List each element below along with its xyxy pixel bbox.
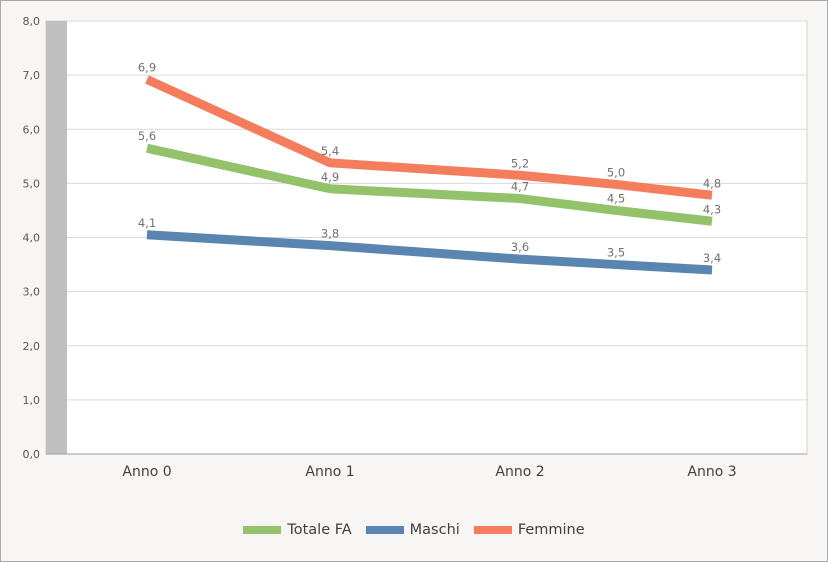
y-axis-band: [46, 21, 67, 454]
data-label: 5,6: [138, 129, 156, 143]
data-label: 3,4: [703, 251, 721, 265]
y-tick-label: 7,0: [23, 69, 41, 82]
y-tick-label: 3,0: [23, 286, 41, 299]
data-label: 4,8: [703, 176, 721, 190]
x-tick-label: Anno 0: [122, 464, 171, 480]
data-label: 6,9: [138, 60, 156, 74]
legend-item: Totale FA: [243, 522, 352, 538]
data-label: 3,6: [511, 240, 529, 254]
data-label: 3,5: [607, 246, 625, 260]
chart-legend: Totale FA Maschi Femmine: [0, 522, 828, 538]
legend-swatch: [365, 526, 404, 534]
legend-swatch: [473, 526, 512, 534]
legend-label: Maschi: [409, 522, 460, 538]
legend-label: Totale FA: [287, 522, 352, 538]
data-label: 4,3: [703, 202, 721, 216]
legend-item: Maschi: [365, 522, 460, 538]
y-tick-label: 0,0: [23, 448, 41, 461]
y-tick-label: 5,0: [23, 177, 41, 190]
data-label: 4,9: [321, 170, 339, 184]
data-label: 4,7: [511, 180, 529, 194]
y-tick-label: 6,0: [23, 123, 41, 136]
legend-item: Femmine: [473, 522, 585, 538]
y-tick-label: 1,0: [23, 394, 41, 407]
data-label: 5,0: [607, 165, 625, 179]
legend-label: Femmine: [517, 522, 585, 538]
x-tick-label: Anno 2: [495, 464, 544, 480]
data-labels: 5,6 4,9 4,7 4,5 4,3 4,1 3,8 3,6 3,5 3,4 6,9 5,4 5,2 5…: [138, 60, 721, 265]
series-lines: [145, 75, 713, 275]
x-tick-label: Anno 3: [687, 464, 736, 480]
data-label: 5,2: [511, 156, 529, 170]
y-tick-label: 2,0: [23, 340, 41, 353]
x-axis-ticks: Anno 0 Anno 1 Anno 2 Anno 3: [122, 464, 736, 480]
y-tick-label: 8,0: [23, 15, 41, 28]
y-tick-label: 4,0: [23, 232, 41, 245]
data-label: 4,5: [607, 191, 625, 205]
data-label: 4,1: [138, 216, 156, 230]
gridlines: [67, 20, 807, 401]
data-label: 5,4: [321, 144, 339, 158]
y-axis-ticks: 0,0 1,0 2,0 3,0 4,0 5,0 6,0 7,0 8,0: [23, 15, 41, 461]
legend-swatch: [243, 526, 282, 534]
x-tick-label: Anno 1: [305, 464, 354, 480]
data-label: 3,8: [321, 227, 339, 241]
